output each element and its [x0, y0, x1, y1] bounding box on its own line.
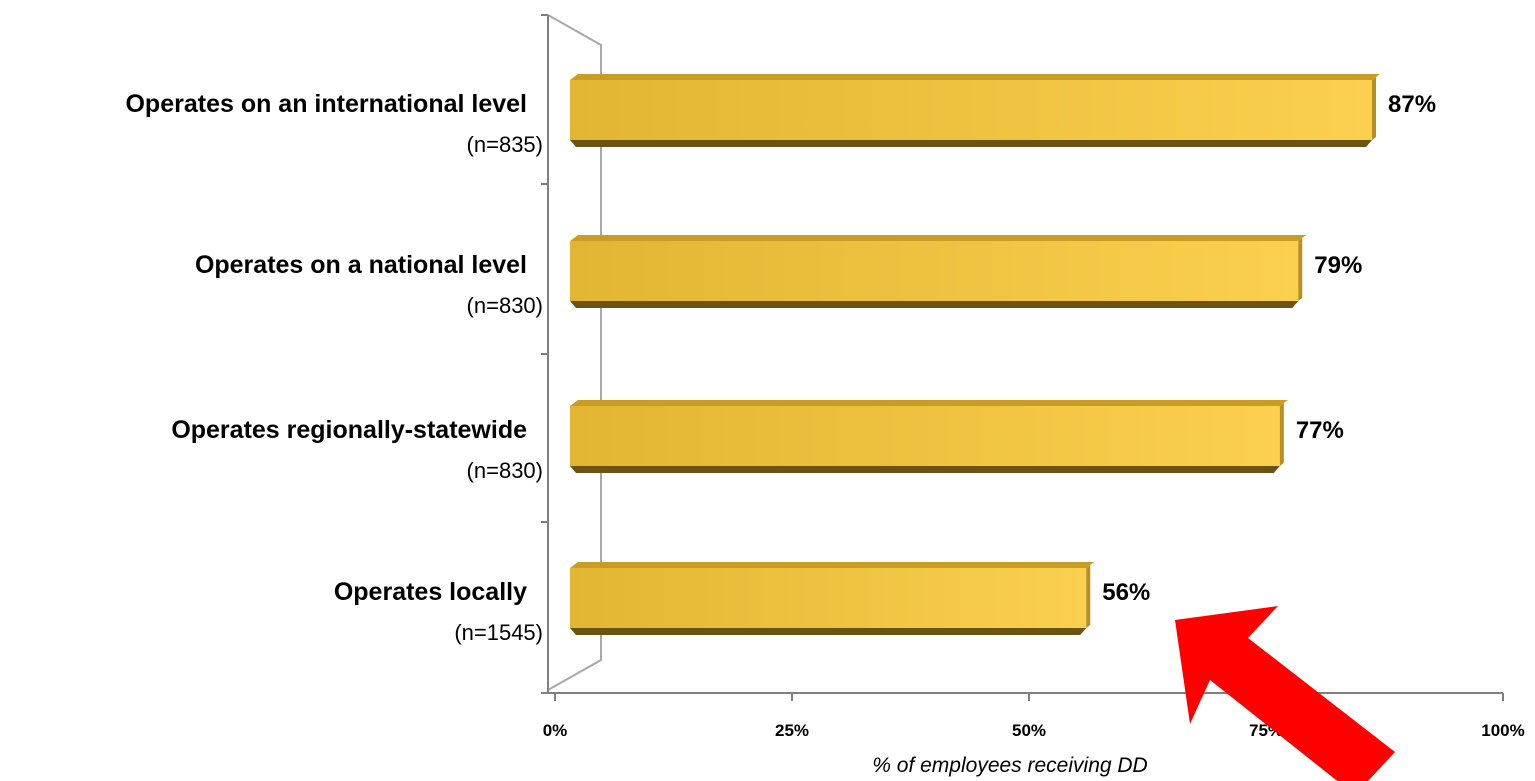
bar-side-face: [1279, 403, 1284, 466]
bar: [570, 400, 1288, 473]
category-label: Operates regionally-statewide: [171, 416, 527, 444]
bar-front-face: [570, 80, 1372, 140]
category-label: Operates on an international level: [125, 90, 527, 118]
bar-side-face: [1372, 77, 1376, 140]
x-axis-title: % of employees receiving DD: [872, 754, 1147, 777]
back-wall-edge: [547, 14, 602, 691]
x-tick-label: 25%: [775, 721, 809, 740]
category-sample-size: (n=1545): [454, 620, 543, 645]
bar: [570, 235, 1307, 308]
x-tick-label: 100%: [1481, 721, 1524, 740]
category-label: Operates locally: [334, 578, 527, 606]
bar-side-face: [1298, 238, 1303, 301]
bar-bottom-shadow: [570, 466, 1280, 473]
x-tick-label: 50%: [1012, 721, 1046, 740]
chart-back-wall: [541, 14, 602, 694]
bar: [570, 74, 1380, 147]
category-sample-size: (n=830): [467, 293, 543, 318]
red-arrow-annotation: [1175, 606, 1395, 781]
category-sample-size: (n=830): [467, 458, 543, 483]
bar-side-face: [1086, 565, 1091, 628]
x-tick-label: 0%: [543, 721, 568, 740]
value-labels: 87% 79% 77% 56%: [1102, 91, 1436, 606]
bar-bottom-shadow: [570, 140, 1372, 147]
bar-top-face: [570, 235, 1307, 241]
x-axis: 0% 25% 50% 75% 100%: [543, 692, 1525, 740]
bar-top-face: [570, 400, 1288, 406]
value-label: 87%: [1388, 91, 1436, 118]
category-label: Operates on a national level: [195, 251, 527, 279]
category-labels: Operates on an international level (n=835…: [125, 90, 543, 645]
bar: [570, 562, 1095, 635]
value-label: 79%: [1314, 252, 1362, 279]
bar-front-face: [570, 406, 1280, 466]
bar-top-face: [570, 562, 1095, 568]
category-sample-size: (n=835): [467, 132, 543, 157]
bar-bottom-shadow: [570, 301, 1299, 308]
bar-front-face: [570, 241, 1299, 301]
bar-top-face: [570, 74, 1380, 80]
red-arrow-icon: [1175, 606, 1395, 781]
bar-front-face: [570, 568, 1087, 628]
value-label: 77%: [1296, 417, 1344, 444]
bar-bottom-shadow: [570, 628, 1087, 635]
bars: [570, 74, 1380, 635]
value-label: 56%: [1102, 579, 1150, 606]
